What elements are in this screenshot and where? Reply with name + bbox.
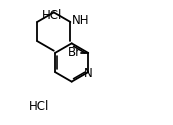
Text: N: N [84, 67, 92, 80]
Text: HCl: HCl [29, 100, 50, 114]
Text: NH: NH [72, 14, 90, 27]
Text: HCl: HCl [42, 9, 62, 22]
Text: Br: Br [68, 46, 81, 59]
